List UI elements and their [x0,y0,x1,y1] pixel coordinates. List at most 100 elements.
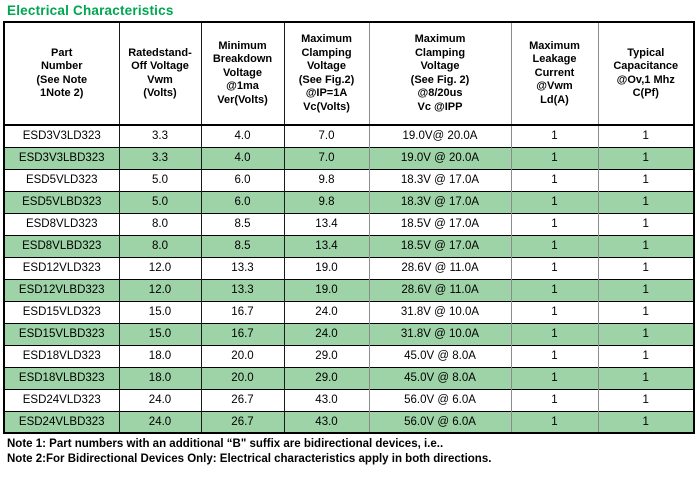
column-header-7: Typical Capacitance @Ov,1 Mhz C(Pf) [597,22,694,126]
table-row: ESD8VLBD323 8.0 8.5 13.4 18.5V @ 17.0A 1 1 [4,234,694,257]
table-cell: 6.0 [200,168,284,191]
table-row: ESD15VLD323 15.0 16.7 24.0 31.8V @ 10.0A 1 1 [4,300,694,323]
table-body: ESD3V3LD323 3.3 4.0 7.0 19.0V@ 20.0A 1 1 ESD3V3… [4,125,694,433]
table-cell: 1 [597,234,694,257]
part-number-cell: ESD8VLBD323 [4,234,119,257]
part-number-cell: ESD24VLBD323 [4,410,119,433]
table-cell: 45.0V @ 8.0A [368,366,511,389]
table-cell: 56.0V @ 6.0A [368,410,511,433]
table-cell: 18.5V @ 17.0A [368,234,511,257]
column-header-1: Part Number (See Note 1Note 2) [4,22,119,126]
table-cell: 18.3V @ 17.0A [368,168,511,191]
table-cell: 15.0 [118,322,201,345]
table-cell: 3.3 [118,125,201,147]
table-cell: 1 [510,212,598,235]
table-cell: 26.7 [200,388,284,411]
column-header-2: Ratedstand- Off Voltage Vwm (Volts) [118,22,201,126]
column-header-6: Maximum Leakage Current @Vwm Ld(A) [510,22,598,126]
column-header-5: Maximum Clamping Voltage (See Fig. 2) @8… [368,22,511,126]
table-cell: 1 [597,190,694,213]
table-cell: 45.0V @ 8.0A [368,344,511,367]
table-cell: 18.5V @ 17.0A [368,212,511,235]
table-cell: 18.0 [118,344,201,367]
table-cell: 1 [510,125,598,147]
table-cell: 1 [597,300,694,323]
table-cell: 15.0 [118,300,201,323]
table-cell: 1 [597,410,694,433]
table-cell: 1 [510,300,598,323]
table-cell: 12.0 [118,278,201,301]
table-cell: 26.7 [200,410,284,433]
part-number-cell: ESD3V3LD323 [22,130,101,143]
part-number-cell: ESD12VLBD323 [4,278,119,301]
table-row: ESD8VLD323 8.0 8.5 13.4 18.5V @ 17.0A 1 1 [4,212,694,235]
header-row: Part Number (See Note 1Note 2) Ratedstand… [4,22,694,126]
table-row: ESD5VLD323 5.0 6.0 9.8 18.3V @ 17.0A 1 1 [4,168,694,191]
table-cell: 1 [597,212,694,235]
part-number-cell: ESD15VLBD323 [4,322,119,345]
table-cell: 1 [597,125,694,147]
table-cell: 13.3 [200,256,284,279]
table-row: ESD5VLBD323 5.0 6.0 9.8 18.3V @ 17.0A 1 1 [4,190,694,213]
table-cell: 1 [510,344,598,367]
table-cell: 7.0 [283,125,369,147]
table-cell: 12.0 [118,256,201,279]
table-cell: 18.0 [118,366,201,389]
table-cell: 5.0 [118,168,201,191]
table-cell: 1 [510,256,598,279]
table-cell: 1 [597,322,694,345]
table-cell: 1 [510,410,598,433]
table-row: ESD3V3LBD323 3.3 4.0 7.0 19.0V @ 20.0A 1 1 [4,146,694,169]
part-number-cell: ESD5VLD323 [4,168,119,191]
table-cell: 1 [510,168,598,191]
part-number-cell: ESD24VLD323 [4,388,119,411]
table-cell: 13.3 [200,278,284,301]
table-cell: 9.8 [283,190,369,213]
column-header-3: Minimum Breakdown Voltage @1ma Ver(Volts… [200,22,284,126]
table-row: ESD15VLBD323 15.0 16.7 24.0 31.8V @ 10.0A 1 1 [4,322,694,345]
table-cell: 1 [597,146,694,169]
table-cell: 1 [510,190,598,213]
table-cell: 5.0 [118,190,201,213]
table-cell: 1 [597,168,694,191]
table-cell: 1 [597,278,694,301]
table-cell: 20.0 [200,366,284,389]
note-2: Note 2:For Bidirectional Devices Only: E… [7,452,492,465]
table-cell: 24.0 [283,322,369,345]
table-cell: 13.4 [283,212,369,235]
part-number-cell: ESD12VLD323 [4,256,119,279]
part-number-cell: ESD15VLD323 [4,300,119,323]
table-cell: 43.0 [283,388,369,411]
table-cell: 1 [510,234,598,257]
table-cell: 16.7 [200,300,284,323]
table-cell: 1 [597,256,694,279]
table-cell: 18.3V @ 17.0A [368,190,511,213]
table-cell: 28.6V @ 11.0A [368,278,511,301]
part-number-cell: ESD18VLD323 [4,344,119,367]
table-cell: 29.0 [283,344,369,367]
table-cell: 24.0 [118,410,201,433]
table-cell: 4.0 [200,125,284,147]
table-cell: 19.0 [283,278,369,301]
table-row: ESD3V3LD323 3.3 4.0 7.0 19.0V@ 20.0A 1 1 [4,125,694,147]
table-cell: 20.0 [200,344,284,367]
table-cell: 6.0 [200,190,284,213]
electrical-characteristics-table: Part Number (See Note 1Note 2) Ratedstand… [3,21,695,434]
table-cell: 29.0 [283,366,369,389]
table-cell: 24.0 [118,388,201,411]
table-cell: 8.0 [118,234,201,257]
table-row: ESD12VLBD323 12.0 13.3 19.0 28.6V @ 11.0A 1 1 [4,278,694,301]
table-cell: 19.0V@ 20.0A [368,125,511,147]
table-cell: 7.0 [283,146,369,169]
table-cell: 1 [510,278,598,301]
table-cell: 28.6V @ 11.0A [368,256,511,279]
table-row: ESD18VLBD323 18.0 20.0 29.0 45.0V @ 8.0A 1 1 [4,366,694,389]
table-cell: 8.0 [118,212,201,235]
table-cell: 1 [597,366,694,389]
table-cell: 16.7 [200,322,284,345]
table-row: ESD18VLD323 18.0 20.0 29.0 45.0V @ 8.0A 1 1 [4,344,694,367]
table-cell: 19.0 [283,256,369,279]
page-title: Electrical Characteristics [7,3,174,18]
table-cell: 1 [597,344,694,367]
table-cell: 1 [510,366,598,389]
